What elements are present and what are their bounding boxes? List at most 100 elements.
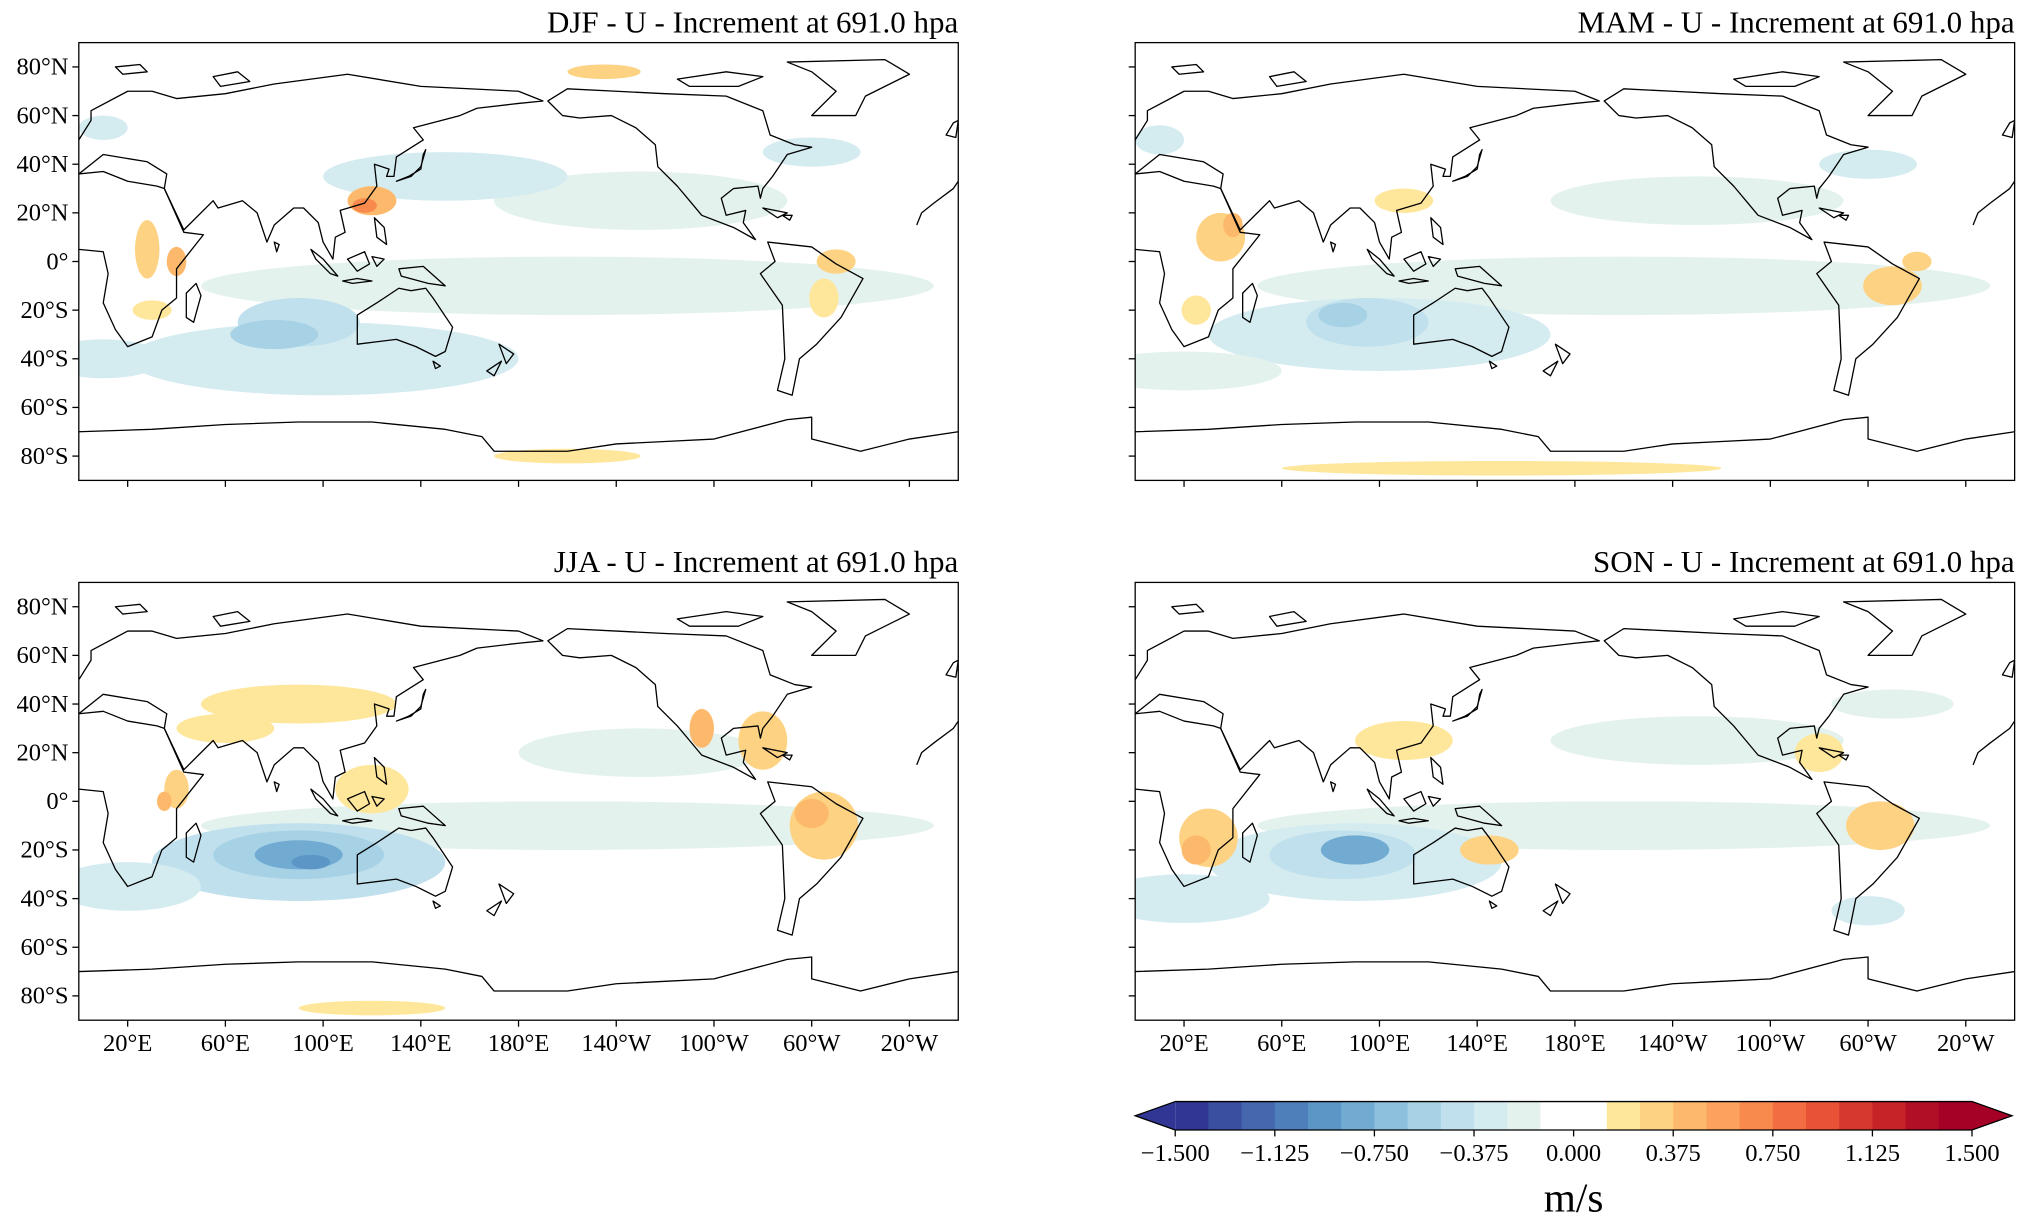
- lon-tick-label: 60°W: [783, 1030, 841, 1057]
- anomaly-patch: [1223, 212, 1243, 238]
- colorbar-bin: [1374, 1101, 1409, 1130]
- colorbar-bin: [1474, 1101, 1508, 1130]
- colorbar-bin: [1640, 1101, 1674, 1130]
- lat-tick-label: 60°S: [21, 934, 69, 961]
- colorbar-bin: [1905, 1101, 1940, 1130]
- lon-tick-label: 180°E: [1544, 1030, 1606, 1057]
- anomaly-patch: [567, 64, 641, 80]
- anomaly-patch: [1831, 896, 1905, 926]
- anomaly-patch: [156, 791, 172, 812]
- anomaly-patch: [132, 300, 172, 320]
- colorbar-tick-label: −1.500: [1141, 1140, 1210, 1167]
- lat-tick-label: 80°N: [16, 593, 68, 620]
- lat-tick-label: 60°N: [16, 642, 68, 669]
- colorbar-bin: [1839, 1101, 1874, 1130]
- lat-tick-label: 40°N: [16, 691, 68, 718]
- panel-title: JJA - U - Increment at 691.0 hpa: [554, 544, 959, 579]
- anomaly-patch: [1135, 125, 1185, 155]
- lon-tick-label: 100°W: [1735, 1030, 1806, 1057]
- colorbar-tick-label: 1.500: [1944, 1140, 1999, 1167]
- anomaly-patch: [789, 791, 859, 860]
- colorbar-over: [1972, 1101, 2013, 1130]
- panel-title: DJF - U - Increment at 691.0 hpa: [547, 4, 959, 39]
- colorbar-bin: [1507, 1101, 1542, 1130]
- colorbar-bin: [1673, 1101, 1708, 1130]
- anomaly-patch: [494, 448, 641, 464]
- anomaly-patch: [494, 171, 788, 230]
- lat-tick-label: 60°S: [21, 394, 69, 421]
- lat-tick-label: 20°N: [16, 200, 68, 227]
- anomaly-patch: [78, 862, 201, 911]
- lon-tick-label: 20°W: [1937, 1030, 1995, 1057]
- colorbar-bin: [1706, 1101, 1741, 1130]
- colorbar-bin: [1739, 1101, 1774, 1130]
- colorbar-bin: [1938, 1101, 1973, 1130]
- colorbar-tick-label: 0.375: [1646, 1140, 1701, 1167]
- map-field: [1135, 42, 2015, 481]
- anomaly-patch: [335, 764, 409, 814]
- lat-tick-label: 60°N: [16, 102, 68, 129]
- lat-tick-label: 40°S: [21, 346, 69, 373]
- lon-tick-label: 180°E: [488, 1030, 550, 1057]
- colorbar-bin: [1208, 1101, 1243, 1130]
- colorbar-bin: [1175, 1101, 1210, 1130]
- anomaly-patch: [1281, 460, 1722, 476]
- colorbar-bin: [1606, 1101, 1641, 1130]
- lon-tick-label: 20°E: [1159, 1030, 1208, 1057]
- anomaly-patch: [78, 339, 165, 379]
- anomaly-patch: [1374, 188, 1434, 213]
- colorbar-tick-label: −1.125: [1240, 1140, 1309, 1167]
- map-field: [1135, 582, 2015, 1021]
- colorbar-tick-label: −0.375: [1440, 1140, 1509, 1167]
- panel-title: SON - U - Increment at 691.0 hpa: [1593, 544, 2015, 579]
- map-panel: DJF - U - Increment at 691.0 hpa 80°N 60°N…: [16, 4, 959, 487]
- colorbar-bin: [1274, 1101, 1309, 1130]
- anomaly-patch: [809, 278, 839, 318]
- anomaly-patch: [127, 322, 519, 396]
- anomaly-patch: [1550, 716, 1844, 765]
- anomaly-patch: [230, 319, 319, 350]
- colorbar-bin: [1241, 1101, 1276, 1130]
- anomaly-patch: [291, 854, 331, 870]
- lon-tick-label: 60°E: [201, 1030, 250, 1057]
- lon-tick-label: 100°W: [679, 1030, 750, 1057]
- anomaly-patch: [1794, 733, 1844, 773]
- lon-tick-label: 20°E: [103, 1030, 152, 1057]
- lat-tick-label: 40°N: [16, 151, 68, 178]
- lat-tick-label: 20°N: [16, 739, 68, 766]
- colorbar: −1.500 −1.125 −0.750 −0.375 0.000 0.375 0.750 1…: [1133, 1100, 2014, 1220]
- anomaly-patch: [298, 1000, 446, 1016]
- lat-tick-label: 20°S: [21, 837, 69, 864]
- colorbar-bin: [1308, 1101, 1342, 1130]
- anomaly-patch: [200, 256, 934, 316]
- colorbar-bin: [1407, 1101, 1442, 1130]
- lat-tick-label: 0°: [46, 788, 68, 815]
- colorbar-bin: [1872, 1101, 1907, 1130]
- lon-tick-label: 140°W: [581, 1030, 652, 1057]
- colorbar-bin: [1540, 1101, 1575, 1130]
- map-panel: MAM - U - Increment at 691.0 hpa: [1128, 4, 2016, 487]
- anomaly-patch: [200, 684, 397, 724]
- anomaly-patch: [1355, 721, 1453, 760]
- anomaly-patch: [762, 137, 861, 167]
- anomaly-patch: [1135, 874, 1270, 923]
- lon-tick-label: 100°E: [1349, 1030, 1411, 1057]
- lon-tick-label: 60°E: [1257, 1030, 1306, 1057]
- lon-tick-label: 140°W: [1638, 1030, 1709, 1057]
- anomaly-patch: [1902, 251, 1932, 272]
- map-panel: JJA - U - Increment at 691.0 hpa 80°N 60°N…: [16, 544, 959, 1057]
- anomaly-patch: [1846, 801, 1915, 850]
- lat-tick-label: 80°S: [21, 443, 69, 470]
- lon-tick-label: 140°E: [390, 1030, 452, 1057]
- anomaly-patch: [1460, 835, 1519, 865]
- anomaly-patch: [1819, 149, 1917, 179]
- colorbar-tick-label: 0.000: [1546, 1140, 1601, 1167]
- anomaly-patch: [1831, 689, 1954, 719]
- colorbar-bin: [1440, 1101, 1475, 1130]
- lat-tick-label: 0°: [46, 248, 68, 275]
- colorbar-label: m/s: [1544, 1174, 1604, 1220]
- anomaly-patch: [794, 798, 829, 829]
- anomaly-patch: [816, 249, 856, 274]
